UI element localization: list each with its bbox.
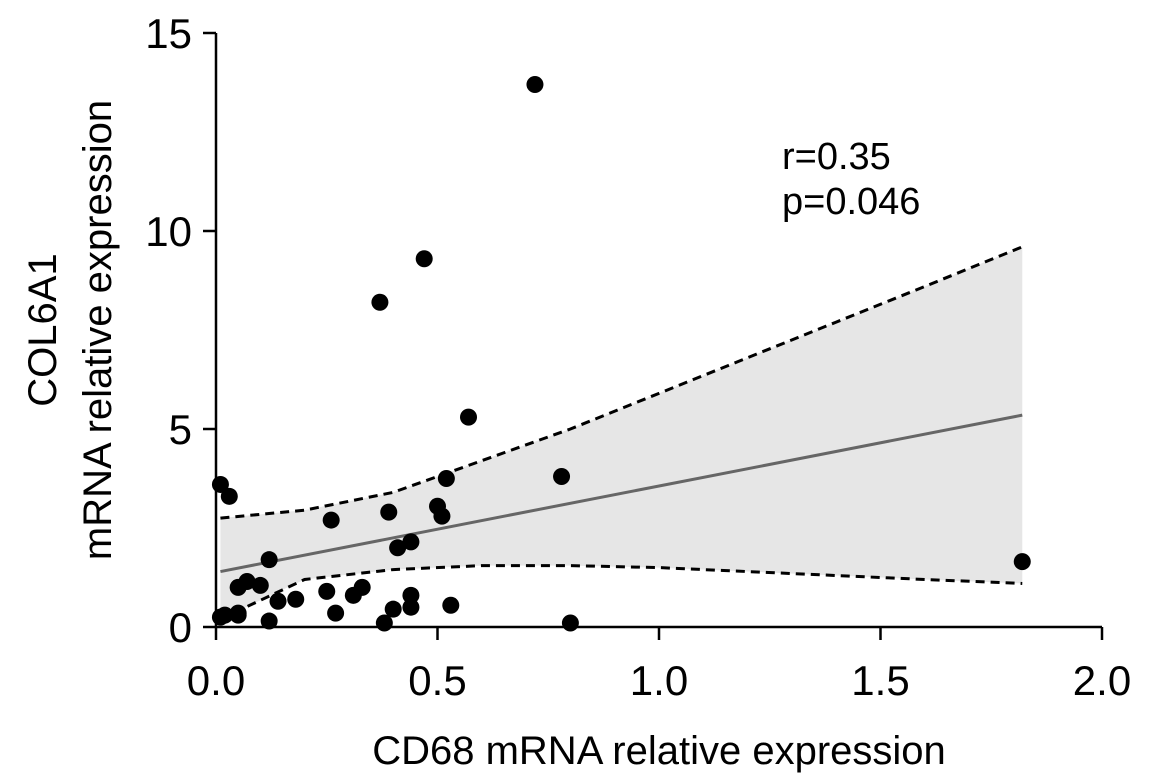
- regression-layer: [220, 413, 1023, 574]
- data-point: [260, 551, 278, 569]
- data-point: [371, 293, 389, 311]
- x-tick-label: 0.0: [187, 657, 245, 704]
- data-point: [327, 604, 345, 622]
- x-tick-label: 1.0: [630, 657, 688, 704]
- data-point: [269, 592, 287, 610]
- ci-lower-line: [219, 564, 1023, 621]
- data-point: [460, 408, 478, 426]
- data-point: [402, 533, 420, 551]
- data-point: [1013, 553, 1031, 571]
- data-point: [238, 572, 256, 590]
- data-point: [561, 614, 579, 632]
- confidence-band-layer: [219, 245, 1023, 621]
- data-point: [402, 598, 420, 616]
- x-tick-label: 0.5: [408, 657, 466, 704]
- data-points: [211, 75, 1031, 632]
- data-point: [402, 586, 420, 604]
- data-point: [322, 511, 340, 529]
- regression-line: [220, 413, 1023, 574]
- data-point: [251, 576, 269, 594]
- y-tick-label: 15: [145, 10, 192, 57]
- data-point: [415, 250, 433, 268]
- data-point: [442, 596, 460, 614]
- ci-upper-line: [220, 245, 1023, 520]
- confidence-band: [220, 246, 1023, 620]
- data-point: [526, 75, 544, 93]
- data-point: [216, 606, 234, 624]
- data-point: [384, 600, 402, 618]
- ticks: 0.0 0.5 1.0 1.5 2.0 0 5 10 15: [145, 10, 1131, 704]
- data-point: [433, 507, 451, 525]
- annotation-r: r=0.35: [782, 136, 891, 178]
- data-point: [260, 612, 278, 630]
- x-axis-title: CD68 mRNA relative expression: [372, 729, 946, 773]
- data-point: [389, 539, 407, 557]
- data-point: [375, 614, 393, 632]
- data-point: [553, 468, 571, 486]
- data-point: [318, 582, 336, 600]
- x-tick-label: 1.5: [851, 657, 909, 704]
- data-point: [211, 475, 229, 493]
- y-tick-label: 5: [169, 406, 192, 453]
- x-tick-label: 2.0: [1073, 657, 1131, 704]
- data-point: [220, 487, 238, 505]
- data-point: [353, 578, 371, 596]
- y-tick-label: 0: [169, 604, 192, 651]
- y-axis-title-line2: mRNA relative expression: [76, 100, 120, 560]
- data-point: [437, 470, 455, 487]
- data-point: [229, 604, 247, 622]
- y-axis-title-line1: COL6A1: [21, 253, 65, 406]
- data-point: [287, 590, 305, 608]
- annotation-p: p=0.046: [782, 181, 920, 223]
- data-point: [380, 503, 398, 521]
- y-tick-label: 10: [145, 208, 192, 255]
